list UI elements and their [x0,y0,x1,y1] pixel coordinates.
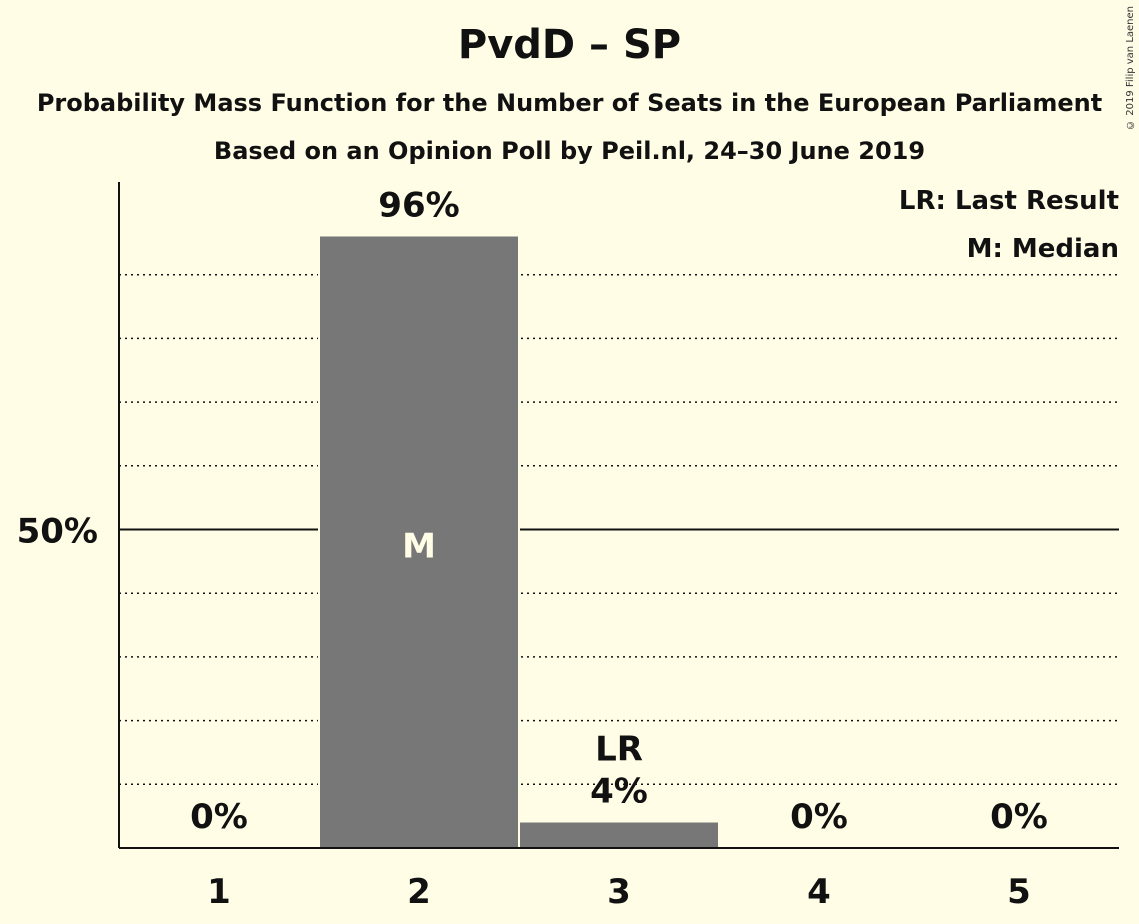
data-label: 96% [378,185,459,225]
chart-title: PvdD – SP [457,22,682,68]
legend-last-result: LR: Last Result [899,186,1119,216]
bar [320,236,518,849]
chart-subtitle: Probability Mass Function for the Number… [36,89,1103,117]
bar [520,822,718,848]
data-label: 4% [590,772,648,812]
x-tick-label: 2 [407,872,431,912]
median-marker: M [402,527,436,567]
data-label: 0% [990,797,1048,837]
x-tick-label: 5 [1007,872,1031,912]
chart-source: Based on an Opinion Poll by Peil.nl, 24–… [213,137,926,165]
y-tick-label: 50% [17,512,98,552]
legend-median: M: Median [967,234,1119,264]
x-tick-label: 3 [607,872,631,912]
last-result-marker: LR [595,730,643,770]
data-label: 0% [790,797,848,837]
x-tick-label: 1 [207,872,231,912]
x-tick-label: 4 [807,872,831,912]
data-label: 0% [190,797,248,837]
